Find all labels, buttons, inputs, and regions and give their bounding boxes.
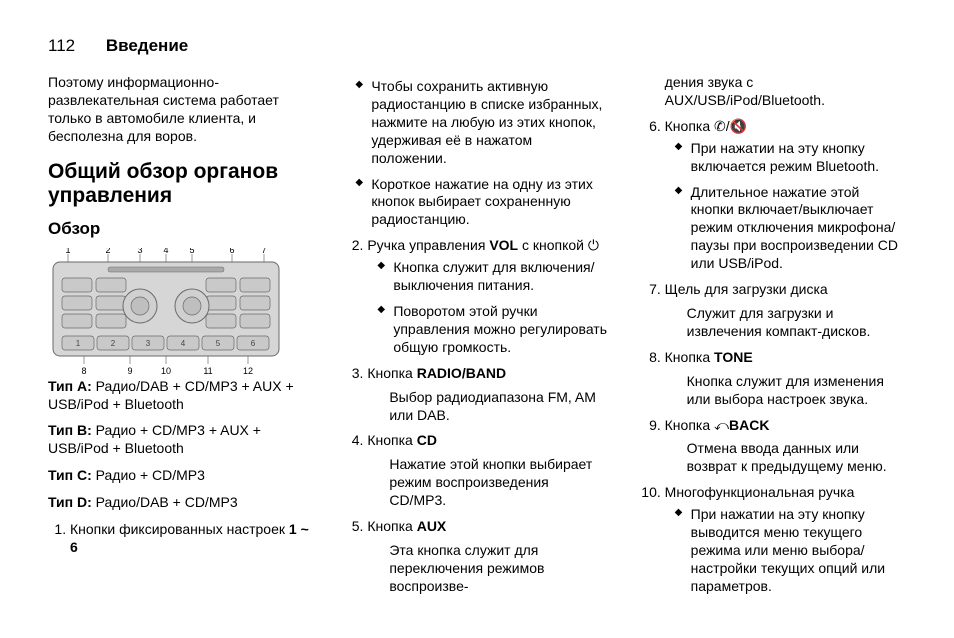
li10-bullet-1: При нажатии на эту кнопку выводится меню… — [679, 506, 906, 596]
li5-b: AUX — [417, 518, 447, 534]
li5-text: Эта кнопка служит для переключения режим… — [389, 542, 608, 596]
svg-text:4: 4 — [181, 339, 186, 348]
li5-continuation: дения звука с AUX/USB/iPod/Bluetooth. — [665, 74, 906, 110]
li2-bullet-2: Поворотом этой ручки управления можно ре… — [381, 303, 608, 357]
heading-overview: Общий обзор органов управления — [48, 160, 311, 208]
list-item-9: Кнопка ⤺BACK Отмена ввода данных или воз… — [665, 417, 906, 477]
type-b-label: Тип B: — [48, 422, 92, 438]
list-item-4: Кнопка CD Нажатие этой кнопки выбирает р… — [367, 432, 608, 510]
li2-bullet-1: Кнопка служит для включения/выключения п… — [381, 259, 608, 295]
li2-b: VOL — [489, 237, 518, 253]
svg-text:8: 8 — [81, 366, 86, 376]
li2-a: Ручка управления — [367, 237, 489, 253]
control-list-2: Ручка управления VOL с кнопкой ⏻ Кнопка … — [345, 237, 608, 595]
svg-text:7: 7 — [261, 248, 266, 255]
subheading-review: Обзор — [48, 218, 311, 240]
li9-text: Отмена ввода данных или возврат к предыд… — [687, 440, 906, 476]
list-item-10: Многофункциональная ручка При нажатии на… — [665, 484, 906, 595]
li8-a: Кнопка — [665, 349, 714, 365]
li9-a: Кнопка — [665, 417, 714, 433]
li8-b: TONE — [714, 349, 753, 365]
bullet-save-station: Чтобы сохранить активную радиостанцию в … — [359, 78, 608, 168]
svg-text:2: 2 — [111, 339, 116, 348]
list-item-3: Кнопка RADIO/BAND Выбор радиодиапазона F… — [367, 365, 608, 425]
column-3: дения звука с AUX/USB/iPod/Bluetooth. Кн… — [643, 74, 906, 604]
type-c-label: Тип C: — [48, 467, 92, 483]
svg-text:5: 5 — [189, 248, 194, 255]
page-header: 112 Введение — [48, 36, 906, 56]
page-number: 112 — [48, 36, 75, 56]
type-b: Тип B: Радио + CD/MP3 + AUX + USB/iPod +… — [48, 422, 311, 458]
svg-text:5: 5 — [216, 339, 221, 348]
li6-a: Кнопка — [665, 118, 714, 134]
svg-text:3: 3 — [146, 339, 151, 348]
type-c-text: Радио + CD/MP3 — [92, 467, 205, 483]
li2-bullets: Кнопка служит для включения/выключения п… — [367, 259, 608, 357]
type-d-label: Тип D: — [48, 494, 92, 510]
svg-text:9: 9 — [127, 366, 132, 376]
list-item-7: Щель для загрузки диска Служит для загру… — [665, 281, 906, 341]
content-columns: Поэтому информационно-развлекательная си… — [48, 74, 906, 604]
svg-text:12: 12 — [243, 366, 253, 376]
control-list-1: Кнопки фиксированных настроек 1 ~ 6 — [48, 521, 311, 557]
li9-b: BACK — [729, 417, 769, 433]
section-title: Введение — [106, 36, 188, 56]
control-panel-figure: 123456123456789101112 — [48, 248, 284, 372]
item1-bullets: Чтобы сохранить активную радиостанцию в … — [345, 78, 608, 229]
li6-bullet-2: Длительное нажатие этой кнопки включает/… — [679, 184, 906, 274]
li6-bullets: При нажатии на эту кнопку включается реж… — [665, 140, 906, 273]
svg-text:6: 6 — [251, 339, 256, 348]
li10-label: Многофункциональная ручка — [665, 484, 855, 500]
type-a: Тип A: Радио/DAB + CD/MP3 + AUX + USB/iP… — [48, 378, 311, 414]
column-1: Поэтому информационно-развлекательная си… — [48, 74, 311, 604]
li10-bullets: При нажатии на эту кнопку выводится меню… — [665, 506, 906, 596]
li6-bullet-1: При нажатии на эту кнопку включается реж… — [679, 140, 906, 176]
svg-text:1: 1 — [65, 248, 70, 255]
list-item-6: Кнопка ✆/🔇 При нажатии на эту кнопку вкл… — [665, 118, 906, 273]
svg-text:10: 10 — [161, 366, 171, 376]
li3-b: RADIO/BAND — [417, 365, 506, 381]
li4-b: CD — [417, 432, 437, 448]
li5-a: Кнопка — [367, 518, 416, 534]
list-item-1: Кнопки фиксированных настроек 1 ~ 6 — [70, 521, 311, 557]
li7-label: Щель для загрузки диска — [665, 281, 828, 297]
type-d: Тип D: Радио/DAB + CD/MP3 — [48, 494, 311, 512]
type-c: Тип C: Радио + CD/MP3 — [48, 467, 311, 485]
back-arrow-icon: ⤺ — [714, 417, 729, 433]
list-item-5: Кнопка AUX Эта кнопка служит для переклю… — [367, 518, 608, 596]
li3-a: Кнопка — [367, 365, 416, 381]
power-icon: ⏻ — [588, 237, 599, 253]
list-item-2: Ручка управления VOL с кнопкой ⏻ Кнопка … — [367, 237, 608, 356]
bullet-short-press: Короткое нажатие на одну из этих кнопок … — [359, 176, 608, 230]
li4-text: Нажатие этой кнопки выбирает режим воспр… — [389, 456, 608, 510]
phone-mute-icon: ✆/🔇 — [714, 118, 747, 134]
li7-text: Служит для загрузки и извлечения компакт… — [687, 305, 906, 341]
li3-text: Выбор радиодиапазона FM, AM или DAB. — [389, 389, 608, 425]
svg-text:2: 2 — [105, 248, 110, 255]
svg-text:3: 3 — [137, 248, 142, 255]
type-a-label: Тип A: — [48, 378, 92, 394]
svg-text:1: 1 — [76, 339, 81, 348]
svg-text:11: 11 — [203, 366, 212, 376]
control-list-3: Кнопка ✆/🔇 При нажатии на эту кнопку вкл… — [643, 118, 906, 596]
list-item-8: Кнопка TONE Кнопка служит для изменения … — [665, 349, 906, 409]
li4-a: Кнопка — [367, 432, 416, 448]
li8-text: Кнопка служит для изменения или выбора н… — [687, 373, 906, 409]
svg-text:6: 6 — [229, 248, 234, 255]
intro-paragraph: Поэтому информационно-развлекательная си… — [48, 74, 311, 146]
type-d-text: Радио/DAB + CD/MP3 — [92, 494, 238, 510]
li2-c: с кнопкой — [518, 237, 588, 253]
column-2: Чтобы сохранить активную радиостанцию в … — [345, 74, 608, 604]
svg-text:4: 4 — [163, 248, 168, 255]
li1-text: Кнопки фиксированных настроек — [70, 521, 289, 537]
